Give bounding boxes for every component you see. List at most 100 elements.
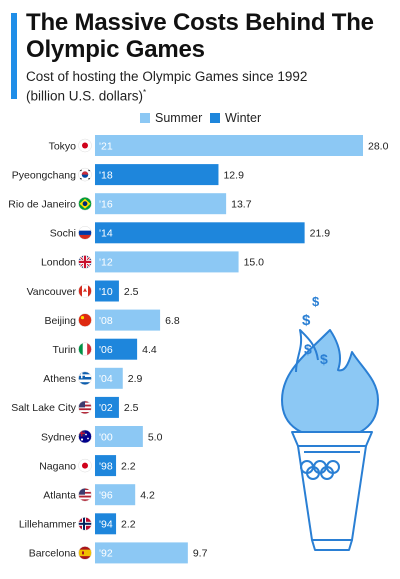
russia-flag: [78, 226, 92, 240]
bar-row: Salt Lake City '02 2.5: [11, 396, 139, 418]
bar-value-label: 2.2: [121, 519, 136, 531]
bar-row: Atlanta '96 4.2: [43, 484, 155, 506]
bar-row: Sydney '00 5.0: [41, 426, 163, 447]
bar-year-label: '10: [99, 286, 113, 298]
category-label: Vancouver: [27, 286, 77, 298]
bar-year-label: '98: [99, 460, 113, 472]
norway-flag: [78, 517, 92, 531]
uk-flag: [78, 255, 92, 269]
bar-row: Beijing '08 6.8: [44, 309, 180, 331]
legend-item-winter: Winter: [210, 111, 261, 125]
bar-year-label: '02: [99, 402, 113, 414]
olympic-torch-icon: $ $ $ $: [281, 294, 379, 551]
bar-row: Rio de Janeiro '16 13.7: [8, 193, 252, 215]
chart-subtitle: Cost of hosting the Olympic Games since …: [26, 69, 326, 105]
bar: [95, 426, 143, 447]
bar-value-label: 15.0: [244, 257, 265, 269]
bar-value-label: 2.5: [124, 286, 139, 298]
bar: [95, 542, 188, 564]
bar-year-label: '00: [99, 431, 113, 443]
bar-row: Vancouver '10 2.5: [27, 280, 139, 302]
legend-swatch-winter: [210, 113, 220, 123]
category-label: Athens: [43, 373, 76, 385]
category-label: Barcelona: [29, 548, 76, 560]
bar-row: Sochi '14 21.9: [50, 222, 331, 244]
china-flag: [78, 313, 92, 327]
usa-flag: [78, 487, 92, 502]
bar-value-label: 13.7: [231, 199, 252, 211]
italy-flag: [78, 342, 92, 356]
bar-value-label: 4.4: [142, 344, 157, 356]
brazil-flag: [78, 196, 92, 211]
bar: [95, 280, 119, 302]
category-label: London: [41, 257, 76, 269]
bar-value-label: 12.9: [223, 169, 244, 181]
bar-row: Turin '06 4.4: [52, 338, 157, 360]
bar-value-label: 2.2: [121, 460, 136, 472]
bar-year-label: '08: [99, 315, 113, 327]
bar-value-label: 2.5: [124, 402, 139, 414]
bar-value-label: 4.2: [140, 490, 155, 502]
bar-value-label: 2.9: [128, 373, 143, 385]
svg-text:$: $: [312, 294, 320, 309]
bar-value-label: 6.8: [165, 315, 180, 327]
bar-year-label: '94: [99, 519, 113, 531]
south-korea-flag: [78, 167, 92, 182]
bar-year-label: '04: [99, 373, 113, 385]
svg-text:$: $: [302, 312, 311, 329]
bar-value-label: 28.0: [368, 140, 389, 152]
category-label: Rio de Janeiro: [8, 199, 76, 211]
bar: [95, 251, 239, 273]
bar: [95, 396, 119, 418]
category-label: Nagano: [39, 460, 76, 472]
bar-row: Pyeongchang '18 12.9: [12, 164, 244, 186]
bar-row: London '12 15.0: [41, 251, 265, 273]
category-label: Turin: [52, 344, 76, 356]
category-label: Salt Lake City: [11, 402, 77, 414]
category-label: Atlanta: [43, 490, 76, 502]
bar-year-label: '14: [99, 228, 113, 240]
bar-year-label: '96: [99, 490, 113, 502]
bar: [95, 193, 227, 215]
legend-label-summer: Summer: [155, 111, 203, 125]
bar-value-label: 5.0: [148, 431, 163, 443]
japan-flag: [78, 138, 92, 153]
subtitle-text: Cost of hosting the Olympic Games since …: [26, 69, 308, 104]
bar-year-label: '92: [99, 548, 113, 560]
category-label: Sydney: [41, 431, 77, 443]
bar: [95, 164, 219, 186]
legend-swatch-summer: [140, 113, 150, 123]
legend-item-summer: Summer: [140, 111, 202, 125]
bar-row: Tokyo '21 28.0: [49, 135, 389, 156]
chart-title: The Massive Costs Behind The Olympic Gam…: [26, 9, 374, 63]
bar-year-label: '12: [99, 257, 113, 269]
australia-flag: [78, 429, 92, 444]
bar-year-label: '06: [99, 344, 113, 356]
bar-row: Lillehammer '94 2.2: [19, 513, 136, 535]
bar-value-label: 21.9: [310, 228, 331, 240]
category-label: Beijing: [44, 315, 76, 327]
category-label: Sochi: [50, 228, 76, 240]
bar-row: Nagano '98 2.2: [39, 455, 136, 477]
bar: [95, 222, 305, 244]
legend-label-winter: Winter: [225, 111, 262, 125]
bar: [95, 309, 161, 331]
bar-year-label: '21: [99, 140, 113, 152]
category-label: Pyeongchang: [12, 169, 76, 181]
title-accent-bar: [11, 13, 17, 99]
svg-text:$: $: [320, 351, 328, 367]
spain-flag: [78, 546, 92, 560]
category-label: Lillehammer: [19, 519, 77, 531]
bar-row: Athens '04 2.9: [43, 367, 143, 389]
subtitle-footnote-marker: *: [143, 88, 147, 97]
bars-layer: Tokyo '21 28.0 Pyeongchang '18 12.9 Rio de Jan…: [8, 135, 389, 564]
category-label: Tokyo: [49, 140, 77, 152]
greece-flag: [78, 371, 92, 386]
canada-flag: [78, 284, 92, 298]
usa-flag: [78, 400, 92, 415]
bar-row: Barcelona '92 9.7: [29, 542, 208, 564]
japan-flag: [78, 458, 92, 473]
svg-text:$: $: [304, 341, 312, 357]
bar: [95, 455, 117, 477]
